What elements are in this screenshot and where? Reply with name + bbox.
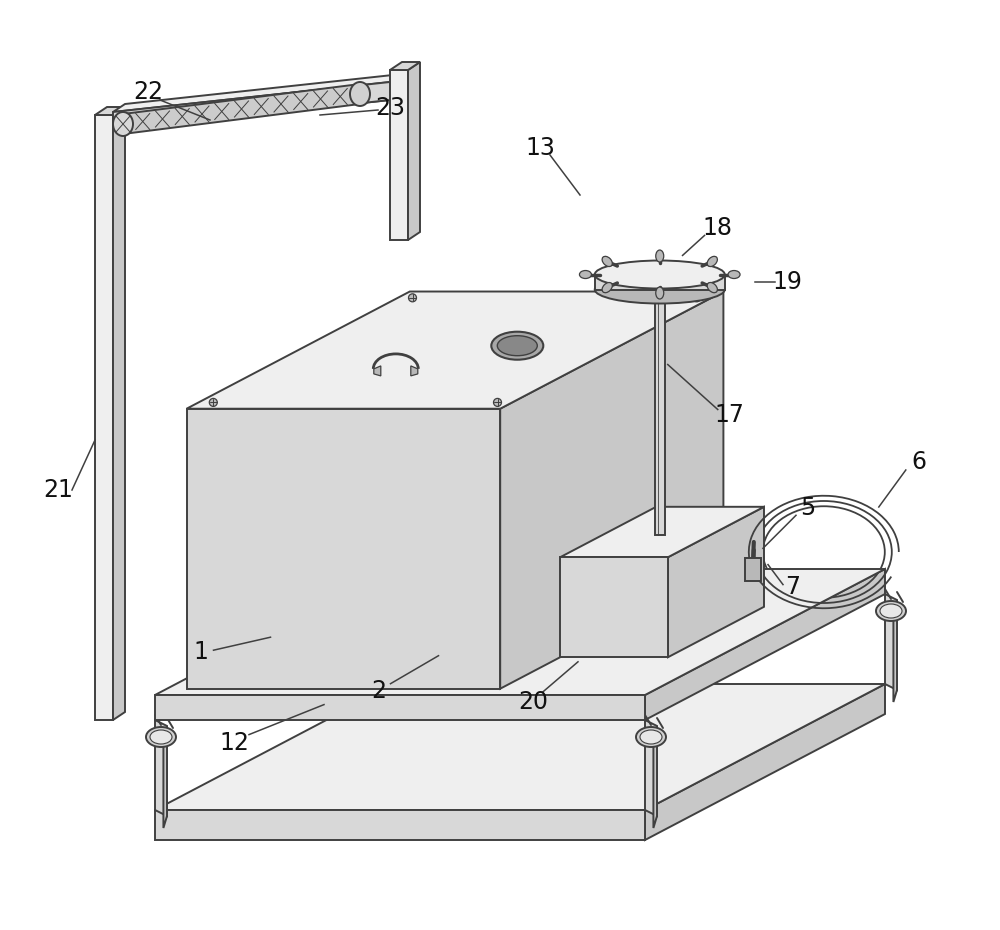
Ellipse shape xyxy=(350,82,370,106)
Ellipse shape xyxy=(386,601,416,621)
Polygon shape xyxy=(668,507,764,658)
Polygon shape xyxy=(560,557,668,658)
Polygon shape xyxy=(411,365,418,376)
Ellipse shape xyxy=(150,730,172,744)
Polygon shape xyxy=(155,810,645,840)
Polygon shape xyxy=(560,507,764,557)
Ellipse shape xyxy=(595,260,725,288)
Ellipse shape xyxy=(728,271,740,278)
Polygon shape xyxy=(653,726,657,828)
Polygon shape xyxy=(390,70,408,240)
Ellipse shape xyxy=(656,250,664,262)
Ellipse shape xyxy=(113,112,133,136)
Text: 20: 20 xyxy=(518,690,548,714)
Ellipse shape xyxy=(656,287,664,299)
Polygon shape xyxy=(113,92,402,130)
Polygon shape xyxy=(163,726,167,828)
Polygon shape xyxy=(155,684,885,810)
Polygon shape xyxy=(95,115,113,720)
Polygon shape xyxy=(500,291,723,689)
Polygon shape xyxy=(395,594,407,690)
Polygon shape xyxy=(645,684,885,840)
Polygon shape xyxy=(187,408,500,689)
Text: 17: 17 xyxy=(715,403,745,427)
Polygon shape xyxy=(390,62,420,70)
Text: 23: 23 xyxy=(375,96,405,120)
Text: 18: 18 xyxy=(703,217,733,241)
Polygon shape xyxy=(113,82,390,130)
Text: 12: 12 xyxy=(219,731,249,754)
Ellipse shape xyxy=(640,730,662,744)
Ellipse shape xyxy=(595,275,725,303)
Polygon shape xyxy=(155,569,885,695)
Polygon shape xyxy=(123,84,360,134)
Circle shape xyxy=(409,294,416,302)
Circle shape xyxy=(693,294,701,302)
Polygon shape xyxy=(187,291,723,408)
Text: 7: 7 xyxy=(786,575,800,599)
Text: 5: 5 xyxy=(800,497,816,520)
Polygon shape xyxy=(113,107,125,720)
Text: 6: 6 xyxy=(911,450,926,474)
Polygon shape xyxy=(113,74,402,112)
Polygon shape xyxy=(403,600,407,702)
Polygon shape xyxy=(408,62,420,240)
Polygon shape xyxy=(645,569,885,720)
Text: 2: 2 xyxy=(371,679,386,703)
Polygon shape xyxy=(745,558,761,581)
Text: 19: 19 xyxy=(773,270,803,294)
Ellipse shape xyxy=(876,601,906,621)
Ellipse shape xyxy=(707,283,717,293)
Ellipse shape xyxy=(146,727,176,747)
Text: 22: 22 xyxy=(133,80,163,104)
Polygon shape xyxy=(155,695,645,720)
Polygon shape xyxy=(645,720,657,816)
Polygon shape xyxy=(655,285,665,535)
Circle shape xyxy=(209,398,217,406)
Ellipse shape xyxy=(579,271,591,278)
Polygon shape xyxy=(893,600,897,702)
Ellipse shape xyxy=(707,257,717,267)
Ellipse shape xyxy=(880,604,902,618)
Text: 1: 1 xyxy=(193,640,208,664)
Circle shape xyxy=(494,398,502,406)
Ellipse shape xyxy=(602,283,612,293)
Ellipse shape xyxy=(497,336,537,355)
Ellipse shape xyxy=(602,257,612,267)
Text: 13: 13 xyxy=(525,136,555,160)
Ellipse shape xyxy=(390,604,412,618)
Polygon shape xyxy=(155,720,167,816)
Polygon shape xyxy=(374,365,381,376)
Polygon shape xyxy=(95,107,125,115)
Polygon shape xyxy=(885,594,897,690)
Ellipse shape xyxy=(636,727,666,747)
Text: 21: 21 xyxy=(43,478,73,502)
Polygon shape xyxy=(595,274,725,289)
Ellipse shape xyxy=(491,332,543,360)
